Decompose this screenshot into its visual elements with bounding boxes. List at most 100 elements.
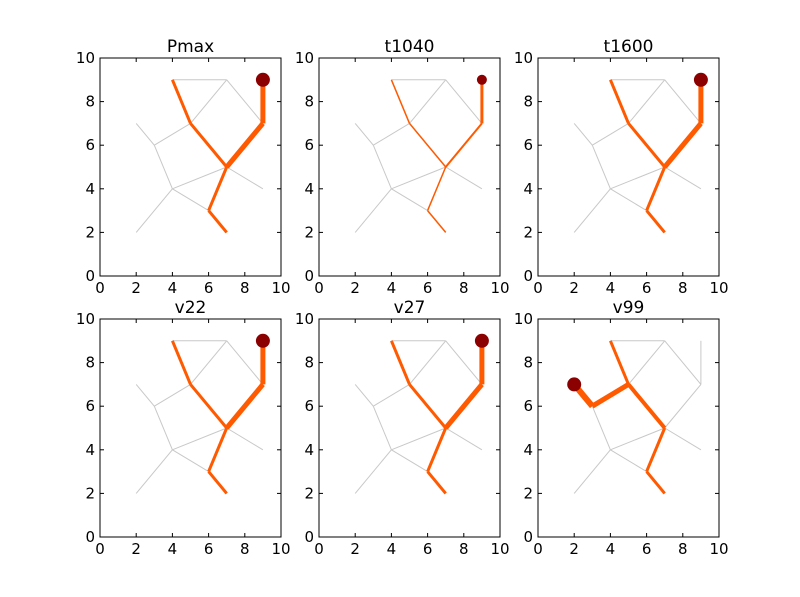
chart-3-xtick-label-1: 2: [131, 540, 141, 558]
chart-2-xtick-label-2: 4: [606, 279, 616, 297]
chart-2-flow-segment-2: [627, 122, 666, 168]
chart-1-panel: 0 2 4 6 8 10 0 2 4 6 8 10 t1040: [295, 37, 510, 297]
chart-3-flow-segment-2: [189, 383, 228, 429]
chart-2-network-edge-9: [591, 145, 611, 189]
chart-0-panel: 0 2 4 6 8 10 0 2 4 6 8 10 Pmax: [76, 37, 291, 297]
chart-1-title: t1040: [385, 37, 435, 57]
chart-0-ytick-label-3: 6: [85, 136, 95, 154]
chart-4-network-edge-2: [409, 340, 447, 385]
chart-3-flow-segment-4: [207, 427, 229, 473]
chart-5-flow-segment-4: [645, 427, 667, 473]
chart-4-flow-segment-1: [443, 382, 484, 430]
chart-0-flow-segment-2: [189, 122, 228, 168]
chart-4-panel: 0 2 4 6 8 10 0 2 4 6 8 10 v27: [295, 298, 510, 558]
chart-5-network-edge-10: [610, 427, 665, 451]
chart-2-network-edge-15: [573, 188, 611, 233]
chart-0-xtick-label-0: 0: [95, 279, 105, 297]
chart-1-ytick-label-4: 8: [304, 93, 314, 111]
chart-5-ytick-label-0: 0: [523, 528, 533, 546]
chart-4-xtick-label-3: 6: [423, 540, 433, 558]
chart-2-ytick-label-5: 10: [514, 49, 533, 67]
chart-5-xtick-label-1: 2: [569, 540, 579, 558]
chart-3-title: v22: [175, 298, 207, 318]
chart-0-ytick-label-2: 4: [85, 180, 95, 198]
chart-3-xtick-label-5: 10: [271, 540, 290, 558]
chart-1-flow-segment-2: [408, 122, 447, 168]
chart-0-network-edge-8: [135, 123, 155, 146]
chart-4-network-edge-7: [373, 383, 410, 407]
chart-2-network-edge-2: [628, 79, 666, 124]
chart-1-network-edge-15: [354, 188, 392, 233]
chart-0-xtick-label-5: 10: [271, 279, 290, 297]
chart-3-network-edge-11: [226, 427, 264, 451]
chart-1-xtick-label-2: 4: [387, 279, 397, 297]
chart-0-xtick-label-3: 6: [204, 279, 214, 297]
chart-5-xtick-label-2: 4: [606, 540, 616, 558]
chart-0-flow-segment-3: [171, 79, 192, 124]
chart-1-ytick-label-2: 4: [304, 180, 314, 198]
chart-1-axes-frame: [318, 57, 501, 277]
chart-0-network-edge-3: [226, 79, 264, 124]
chart-1-xtick-label-4: 8: [459, 279, 469, 297]
chart-3-network-edge-7: [154, 383, 191, 407]
chart-0-title: Pmax: [167, 37, 214, 57]
chart-2-flow-segment-4: [645, 166, 667, 212]
chart-5-network-edge-15: [573, 449, 611, 494]
chart-5-flow-segment-2: [626, 383, 667, 430]
chart-3-xtick-label-4: 8: [240, 540, 250, 558]
chart-4-network-edge-11: [445, 427, 483, 451]
chart-5-flow-segment-3: [609, 340, 630, 385]
chart-0-plot-area: [100, 58, 281, 276]
chart-2-xtick-label-5: 10: [709, 279, 728, 297]
chart-3-ytick-label-1: 2: [85, 484, 95, 502]
chart-3-ytick-label-0: 0: [85, 528, 95, 546]
chart-5-ytick-label-1: 2: [523, 484, 533, 502]
chart-2-source-marker: [693, 72, 708, 87]
chart-5-xtick-label-3: 6: [642, 540, 652, 558]
chart-0-xtick-label-2: 4: [168, 279, 178, 297]
chart-4-ytick-label-0: 0: [304, 528, 314, 546]
chart-1-xtick-label-0: 0: [314, 279, 324, 297]
chart-2-network-edge-11: [664, 166, 702, 190]
chart-5-xtick-label-4: 8: [678, 540, 688, 558]
chart-3-ytick-label-3: 6: [85, 397, 95, 415]
chart-0-xtick-label-1: 2: [131, 279, 141, 297]
chart-3-xtick-label-3: 6: [204, 540, 214, 558]
chart-4-ytick-label-4: 8: [304, 354, 314, 372]
chart-0-flow-segment-1: [224, 121, 265, 169]
chart-4-xtick-label-0: 0: [314, 540, 324, 558]
chart-2-title: t1600: [604, 37, 654, 57]
chart-4-xtick-label-5: 10: [490, 540, 509, 558]
chart-3-xtick-label-0: 0: [95, 540, 105, 558]
chart-5-ytick-label-3: 6: [523, 397, 533, 415]
chart-5-panel: 0 2 4 6 8 10 0 2 4 6 8 10 v99: [514, 298, 729, 558]
chart-2-network-edge-7: [592, 122, 629, 146]
chart-5-ytick-label-2: 4: [523, 441, 533, 459]
chart-1-source-marker: [476, 74, 487, 85]
chart-1-ytick-label-0: 0: [304, 267, 314, 285]
chart-1-network-edge-2: [409, 79, 447, 124]
chart-2-xtick-label-0: 0: [533, 279, 543, 297]
chart-2-network-edge-8: [573, 123, 593, 146]
chart-0-network-edge-2: [190, 79, 228, 124]
chart-0-ytick-label-0: 0: [85, 267, 95, 285]
chart-0-xtick-label-4: 8: [240, 279, 250, 297]
chart-4-ytick-label-1: 2: [304, 484, 314, 502]
chart-0-network-edge-11: [226, 166, 264, 190]
chart-5-network-edge-5: [664, 384, 702, 429]
chart-5-network-edge-14: [610, 449, 647, 473]
chart-1-xtick-label-3: 6: [423, 279, 433, 297]
chart-3-network-edge-15: [135, 449, 173, 494]
chart-3-panel: 0 2 4 6 8 10 0 2 4 6 8 10 v22: [76, 298, 291, 558]
chart-1-xtick-label-1: 2: [350, 279, 360, 297]
chart-4-ytick-label-2: 4: [304, 441, 314, 459]
chart-5-network-edge-3: [664, 340, 702, 385]
chart-0-axes-frame: [99, 57, 282, 277]
chart-5-flow-segment-5: [645, 470, 666, 495]
chart-4-title: v27: [394, 298, 426, 318]
chart-0-network-edge-9: [153, 145, 173, 189]
chart-3-xtick-label-2: 4: [168, 540, 178, 558]
chart-5-xtick-label-0: 0: [533, 540, 543, 558]
chart-3-source-marker: [255, 333, 270, 348]
